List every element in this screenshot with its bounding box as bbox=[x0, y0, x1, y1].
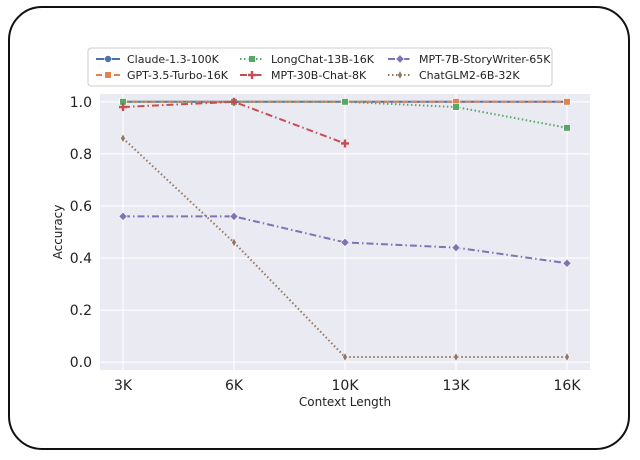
y-tick-label: 0.8 bbox=[70, 147, 92, 163]
series-line bbox=[122, 137, 567, 358]
legend-marker bbox=[397, 70, 403, 80]
data-point bbox=[229, 211, 239, 222]
legend-label: ChatGLM2-6B-32K bbox=[419, 69, 520, 82]
x-tick-label: 6K bbox=[225, 378, 244, 394]
x-tick-label: 16K bbox=[554, 378, 582, 394]
data-point bbox=[119, 103, 127, 112]
series-line bbox=[122, 100, 346, 145]
data-point bbox=[342, 352, 348, 362]
legend-marker bbox=[395, 54, 405, 64]
legend-marker bbox=[248, 71, 256, 79]
legend-marker bbox=[104, 71, 112, 79]
data-point bbox=[562, 258, 572, 268]
legend-marker bbox=[104, 55, 112, 63]
y-axis-label: Accuracy bbox=[51, 205, 65, 260]
data-point bbox=[563, 98, 571, 106]
data-point bbox=[120, 133, 126, 143]
y-tick-label: 0.6 bbox=[70, 199, 92, 215]
legend-entry: MPT-7B-StoryWriter-65K bbox=[388, 53, 551, 66]
x-tick-label: 10K bbox=[332, 378, 360, 394]
data-point bbox=[230, 97, 238, 106]
y-tick-label: 0.0 bbox=[70, 355, 92, 371]
legend-entry: Claude-1.3-100K bbox=[96, 53, 220, 66]
data-point bbox=[453, 352, 459, 362]
series-group bbox=[118, 97, 572, 362]
y-tick-label: 1.0 bbox=[70, 95, 92, 111]
legend-box bbox=[87, 47, 553, 87]
x-tick-label: 3K bbox=[114, 378, 133, 394]
data-point bbox=[452, 103, 460, 111]
legend-label: Claude-1.3-100K bbox=[127, 53, 220, 66]
data-point bbox=[563, 124, 571, 132]
series-line bbox=[123, 215, 568, 265]
data-point bbox=[341, 139, 349, 148]
data-point bbox=[451, 242, 461, 253]
legend-entry: ChatGLM2-6B-32K bbox=[388, 69, 520, 82]
legend-label: MPT-7B-StoryWriter-65K bbox=[419, 53, 551, 66]
data-point bbox=[231, 237, 237, 248]
x-axis-label: Context Length bbox=[299, 395, 391, 409]
legend-label: GPT-3.5-Turbo-16K bbox=[127, 69, 229, 82]
series-5 bbox=[120, 133, 570, 362]
data-point bbox=[341, 98, 349, 106]
legend-label: LongChat-13B-16K bbox=[271, 53, 375, 66]
legend-marker bbox=[248, 55, 256, 63]
legend-entry: GPT-3.5-Turbo-16K bbox=[96, 69, 229, 82]
y-tick-label: 0.2 bbox=[70, 303, 92, 319]
tick-labels: 0.0 0.2 0.4 0.6 0.8 1.0 3K 6K 10K 13K 16K bbox=[70, 95, 582, 394]
legend: Claude-1.3-100K GPT-3.5-Turbo-16K LongChat… bbox=[87, 47, 553, 87]
legend-entry: LongChat-13B-16K bbox=[240, 53, 375, 66]
y-tick-label: 0.4 bbox=[70, 251, 92, 267]
legend-label: MPT-30B-Chat-8K bbox=[271, 69, 367, 82]
data-point bbox=[118, 211, 128, 222]
data-point bbox=[340, 237, 350, 248]
series-4 bbox=[118, 211, 572, 268]
data-point bbox=[564, 352, 570, 362]
legend-entry: MPT-30B-Chat-8K bbox=[240, 69, 367, 82]
x-tick-label: 13K bbox=[443, 378, 471, 394]
series-3 bbox=[119, 97, 349, 148]
